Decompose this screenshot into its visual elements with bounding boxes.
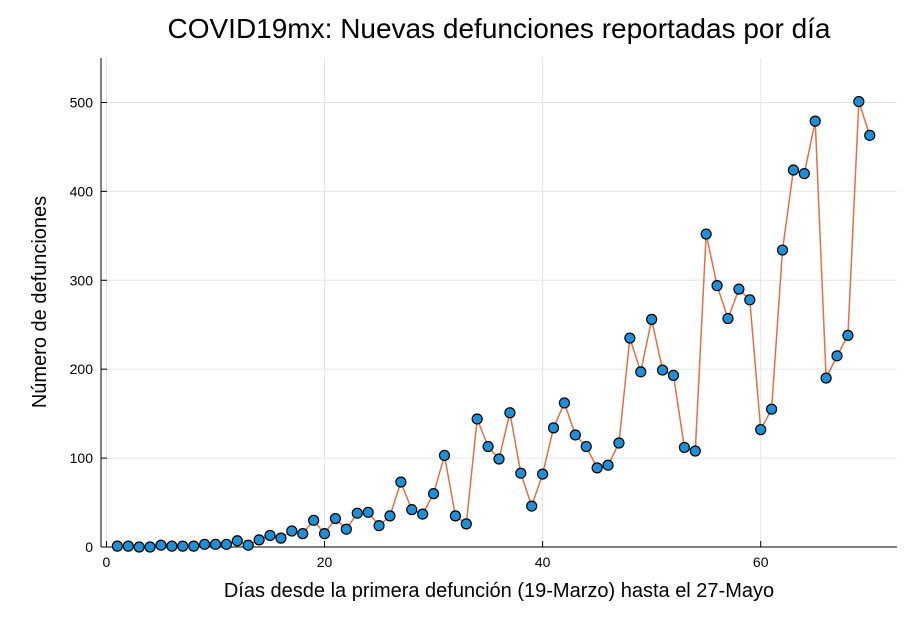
- data-point: [275, 532, 287, 544]
- data-point: [449, 510, 461, 522]
- y-axis-label: Número de defunciones: [29, 196, 51, 408]
- data-point: [820, 372, 832, 384]
- data-point: [308, 514, 320, 526]
- data-point: [155, 539, 167, 551]
- data-point: [537, 468, 549, 480]
- data-point: [787, 164, 800, 176]
- y-tick-label: 0: [85, 539, 93, 555]
- data-point: [220, 538, 232, 550]
- data-point: [591, 462, 603, 474]
- data-point: [853, 95, 865, 108]
- data-points: [111, 95, 876, 553]
- axes: [100, 58, 897, 548]
- data-point: [515, 467, 527, 479]
- data-point: [613, 437, 625, 449]
- y-tick-label: 200: [70, 361, 94, 377]
- data-point: [111, 540, 123, 552]
- data-point: [798, 167, 810, 180]
- tick-labels: 0 20 40 60 0 100 200 300 400 500: [70, 94, 769, 570]
- y-tick-label: 400: [70, 183, 94, 199]
- data-point: [264, 529, 276, 542]
- data-point: [373, 520, 385, 532]
- data-point: [166, 540, 178, 552]
- data-point: [656, 364, 669, 376]
- data-point: [558, 397, 571, 409]
- data-point: [700, 228, 712, 240]
- data-point: [231, 535, 243, 547]
- data-point: [209, 538, 222, 550]
- data-point: [624, 332, 636, 344]
- data-point: [133, 541, 145, 553]
- x-tick-label: 20: [317, 554, 333, 570]
- data-point: [678, 441, 690, 454]
- data-point: [864, 129, 876, 141]
- y-tick-label: 100: [70, 450, 94, 466]
- data-point: [689, 445, 701, 457]
- data-point: [547, 422, 560, 434]
- grid-lines: [101, 58, 897, 548]
- data-point: [384, 510, 396, 522]
- data-point: [362, 506, 374, 518]
- y-tick-label: 500: [70, 94, 94, 110]
- data-point: [482, 440, 494, 453]
- data-point: [177, 540, 189, 552]
- data-point: [831, 350, 843, 362]
- data-point: [438, 449, 451, 462]
- data-point: [144, 541, 156, 553]
- data-point: [351, 507, 363, 519]
- data-point: [755, 424, 767, 436]
- data-point: [297, 528, 309, 540]
- data-point: [493, 453, 505, 465]
- x-tick-label: 0: [103, 554, 111, 570]
- x-axis-label: Días desde la primera defunción (19-Marz…: [224, 580, 774, 602]
- data-point: [569, 429, 581, 441]
- data-point: [809, 115, 821, 127]
- data-point: [417, 508, 429, 520]
- y-tick-label: 300: [70, 272, 94, 288]
- data-point: [602, 459, 614, 471]
- series-line: [117, 101, 871, 548]
- data-point: [188, 540, 200, 552]
- chart-title: COVID19mx: Nuevas defunciones reportadas…: [167, 13, 830, 44]
- data-point: [667, 369, 680, 382]
- data-point: [776, 244, 789, 256]
- data-point: [733, 283, 745, 295]
- data-point: [722, 312, 734, 325]
- data-point: [122, 540, 134, 552]
- data-point: [253, 534, 265, 546]
- data-point: [340, 523, 352, 535]
- data-point: [526, 500, 538, 512]
- data-point: [744, 294, 756, 306]
- data-point: [198, 538, 211, 550]
- data-point: [711, 280, 723, 292]
- data-point: [580, 440, 592, 453]
- data-point: [395, 476, 407, 488]
- data-point: [318, 528, 331, 540]
- data-point: [242, 539, 254, 551]
- data-point: [286, 525, 298, 537]
- data-point: [427, 488, 440, 500]
- data-point: [842, 329, 854, 341]
- data-point: [406, 504, 418, 516]
- data-point: [635, 366, 647, 378]
- data-point: [765, 403, 778, 415]
- x-tick-label: 60: [753, 554, 769, 570]
- x-tick-label: 40: [535, 554, 551, 570]
- data-point: [460, 518, 472, 530]
- data-point: [646, 313, 658, 325]
- data-point: [329, 512, 342, 525]
- data-point: [471, 413, 483, 425]
- data-point: [504, 407, 516, 419]
